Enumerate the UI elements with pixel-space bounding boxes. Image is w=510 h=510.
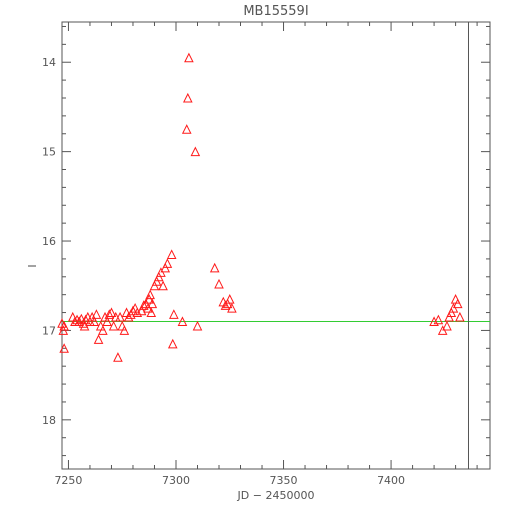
data-point xyxy=(224,294,235,304)
data-point xyxy=(162,258,173,268)
data-point xyxy=(183,92,193,103)
data-point xyxy=(146,307,157,318)
plot-frame xyxy=(61,21,491,470)
x-tick-label: 7300 xyxy=(162,474,190,487)
chart-title: MB15559I xyxy=(243,4,308,19)
data-point xyxy=(102,316,112,326)
data-point xyxy=(93,334,104,344)
data-point xyxy=(167,338,178,349)
data-point xyxy=(98,325,108,335)
y-tick-label: 14 xyxy=(42,56,56,69)
data-point xyxy=(227,302,237,313)
x-tick-label: 7250 xyxy=(54,474,82,487)
x-tick-label: 7350 xyxy=(270,474,298,487)
data-point xyxy=(184,52,194,63)
x-axis-label: JD − 2450000 xyxy=(237,489,315,502)
data-point xyxy=(132,307,143,318)
data-point xyxy=(80,314,91,325)
data-point xyxy=(123,311,134,322)
data-point xyxy=(138,300,149,310)
data-point xyxy=(181,124,192,134)
y-tick-label: 15 xyxy=(42,146,56,159)
data-point xyxy=(113,352,123,362)
data-point xyxy=(158,280,168,291)
data-point xyxy=(177,316,188,326)
data-point xyxy=(89,316,100,326)
data-point xyxy=(59,320,69,331)
data-point xyxy=(452,298,463,309)
data-point xyxy=(442,320,452,331)
data-point xyxy=(220,300,231,310)
y-tick-label: 16 xyxy=(42,235,56,248)
y-tick-label: 18 xyxy=(42,414,56,427)
data-point xyxy=(59,343,69,353)
data-point xyxy=(166,249,177,259)
data-point xyxy=(455,311,465,322)
data-point xyxy=(433,314,444,325)
data-point xyxy=(104,309,115,319)
data-point xyxy=(108,320,119,331)
data-point xyxy=(119,325,130,335)
data-point xyxy=(214,278,224,289)
data-point xyxy=(145,289,155,300)
data-point xyxy=(429,316,439,326)
data-points xyxy=(57,52,465,362)
data-point xyxy=(136,305,147,316)
data-point xyxy=(128,305,138,316)
data-point xyxy=(190,146,201,157)
data-point xyxy=(169,309,179,319)
baseline-layer xyxy=(62,22,490,469)
data-point xyxy=(91,309,102,319)
data-point xyxy=(192,320,203,331)
data-point xyxy=(209,262,220,273)
data-point xyxy=(74,316,85,326)
data-point xyxy=(106,307,117,318)
y-axis-label: I xyxy=(26,264,39,267)
x-tick-label: 7400 xyxy=(377,474,405,487)
data-point xyxy=(147,298,158,309)
axis-ticks: 7250 7300 7350 7400 14 15 16 17 18 xyxy=(42,22,490,487)
y-tick-label: 17 xyxy=(42,324,56,337)
